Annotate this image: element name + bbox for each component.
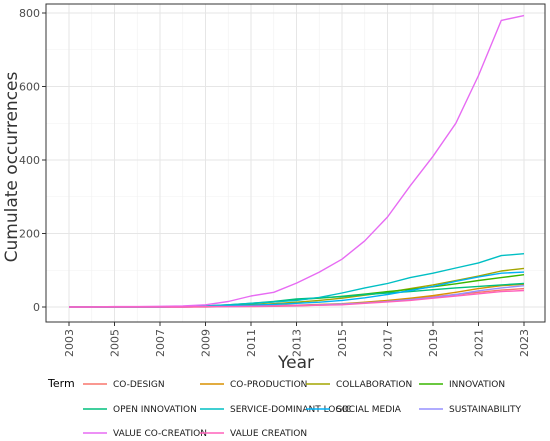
x-tick-label: 2021	[473, 329, 486, 357]
x-tick-label: 2013	[291, 329, 304, 357]
legend-label-open-innovation: OPEN INNOVATION	[113, 405, 197, 415]
y-tick-label: 0	[33, 301, 40, 314]
legend-label-innovation: INNOVATION	[449, 380, 505, 390]
legend-label-collaboration: COLLABORATION	[336, 380, 412, 390]
x-axis-title: Year	[277, 353, 314, 373]
x-tick-label: 2007	[154, 329, 167, 357]
x-tick-label: 2005	[109, 329, 122, 357]
x-tick-label: 2011	[245, 329, 258, 357]
x-tick-label: 2017	[382, 329, 395, 357]
grid	[46, 4, 545, 322]
y-tick-label: 600	[19, 81, 40, 94]
legend-label-value-creation: VALUE CREATION	[230, 429, 307, 439]
legend-label-value-co-creation: VALUE CO-CREATION	[113, 429, 207, 439]
y-axis-title: Cumulate occurrences	[2, 71, 22, 262]
legend-label-co-production: CO-PRODUCTION	[230, 380, 307, 390]
legend-label-sustainability: SUSTAINABILITY	[449, 405, 522, 415]
x-tick-label: 2023	[518, 329, 531, 357]
x-tick-label: 2019	[427, 329, 440, 357]
legend-label-service-dominant-logic: SERVICE-DOMINANT LOGIC	[230, 405, 351, 415]
y-tick-label: 400	[19, 154, 40, 167]
legend-title: Term	[47, 377, 75, 390]
x-tick-label: 2015	[336, 329, 349, 357]
y-axis: 0 200 400 600 800	[19, 7, 46, 314]
series-line-value-creation	[69, 289, 525, 308]
legend-label-social-media: SOCIAL MEDIA	[336, 405, 402, 415]
series-lines	[69, 14, 525, 308]
legend: Term CO-DESIGN CO-PRODUCTION COLLABORATION…	[47, 377, 522, 439]
legend-label-co-design: CO-DESIGN	[113, 380, 165, 390]
x-axis: 2003 2005 2007 2009 2011 2013 2015 2017 2019 2021…	[63, 322, 531, 357]
x-tick-label: 2003	[63, 329, 76, 357]
x-tick-label: 2009	[200, 329, 213, 357]
y-tick-label: 200	[19, 228, 40, 241]
plot-panel	[45, 3, 546, 323]
y-tick-label: 800	[19, 7, 40, 20]
